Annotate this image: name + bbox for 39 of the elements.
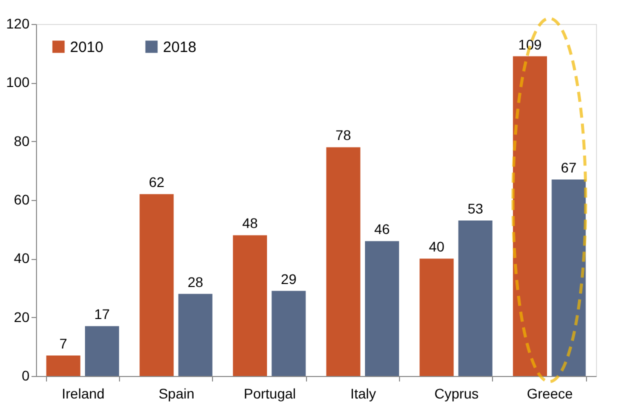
data-label: 78 [336,127,352,144]
data-label: 17 [94,306,110,322]
bar [84,326,120,376]
y-tick-label: 40 [14,250,30,266]
x-tick-label: Greece [526,386,573,402]
bar [140,194,174,376]
data-label: 7 [59,335,68,352]
y-tick-label: 60 [14,192,30,208]
bar [272,290,306,376]
bar [364,241,400,376]
x-tick-label: Spain [158,386,194,402]
data-label: 48 [242,215,258,232]
x-tick-label: Ireland [62,386,105,402]
data-label: 28 [188,274,204,290]
bar [326,147,360,376]
data-label: 62 [148,174,165,190]
bar [232,235,268,376]
x-tick-label: Italy [350,386,376,402]
bar [46,355,80,376]
data-label: 67 [560,159,577,176]
bar [178,294,212,376]
data-label: 109 [518,36,542,52]
bar [552,179,586,376]
y-tick-label: 100 [6,74,30,90]
bar [458,220,492,376]
x-tick-label: Portugal [244,386,296,402]
y-tick-label: 0 [22,368,30,384]
bar [512,56,548,376]
legend-label: 2018 [163,38,196,56]
data-label: 53 [468,200,484,217]
bar [420,258,454,376]
data-label: 29 [280,270,297,287]
data-label: 46 [374,221,390,238]
y-tick-label: 80 [14,132,30,149]
legend-label: 2010 [70,38,104,56]
y-tick-label: 20 [14,308,30,325]
data-label: 40 [428,238,445,255]
y-tick-label: 120 [6,16,30,32]
x-tick-label: Cyprus [434,386,479,402]
